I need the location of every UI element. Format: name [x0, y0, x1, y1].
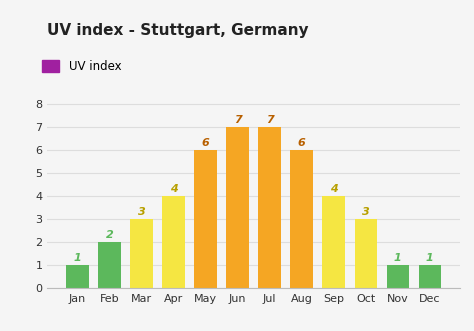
Text: UV index - Stuttgart, Germany: UV index - Stuttgart, Germany: [47, 23, 309, 38]
Bar: [419, 265, 441, 288]
Text: 7: 7: [266, 115, 273, 125]
Bar: [66, 265, 89, 288]
Legend: UV index: UV index: [37, 56, 126, 78]
Text: 1: 1: [394, 253, 401, 263]
Bar: [162, 196, 185, 288]
Text: 1: 1: [426, 253, 434, 263]
Text: 6: 6: [201, 138, 210, 148]
Text: 7: 7: [234, 115, 241, 125]
Bar: [355, 219, 377, 288]
Text: 4: 4: [330, 184, 337, 194]
Bar: [227, 127, 249, 288]
Text: 3: 3: [137, 207, 146, 217]
Text: 3: 3: [362, 207, 370, 217]
Bar: [258, 127, 281, 288]
Bar: [322, 196, 345, 288]
Bar: [98, 242, 120, 288]
Text: 4: 4: [170, 184, 177, 194]
Text: 1: 1: [73, 253, 81, 263]
Text: 2: 2: [106, 230, 113, 240]
Bar: [194, 150, 217, 288]
Bar: [291, 150, 313, 288]
Bar: [130, 219, 153, 288]
Text: 6: 6: [298, 138, 306, 148]
Bar: [387, 265, 409, 288]
